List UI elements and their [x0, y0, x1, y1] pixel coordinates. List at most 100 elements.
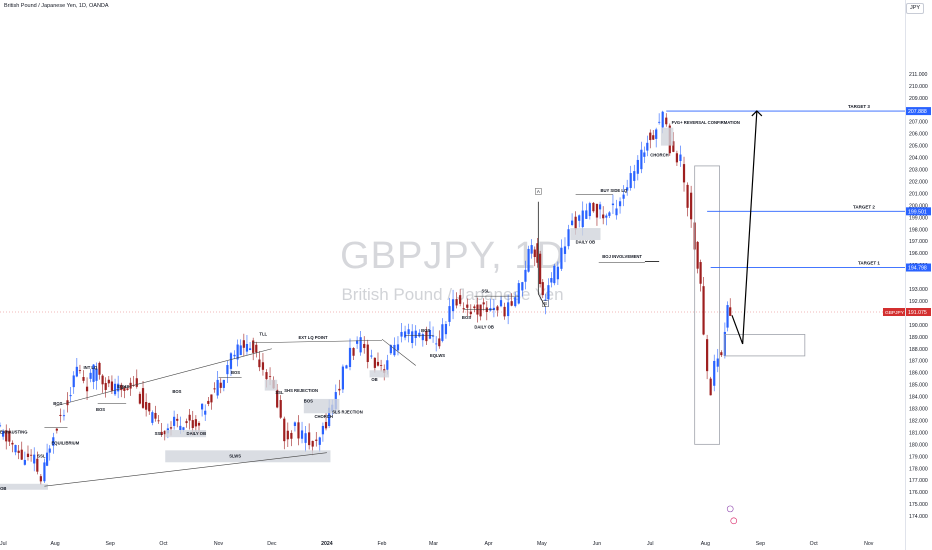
- currency-label[interactable]: JPY: [906, 3, 924, 14]
- candle-body: [530, 245, 533, 254]
- candle-body: [633, 171, 636, 181]
- candle-body: [169, 427, 173, 429]
- x-tick-label: Nov: [864, 541, 874, 547]
- candle-body: [5, 430, 8, 442]
- candle-body: [135, 378, 138, 387]
- candle-body: [226, 365, 229, 375]
- candle-body: [185, 421, 188, 424]
- candle-body: [229, 353, 233, 369]
- symbol-title[interactable]: British Pound / Japanese Yen, 1D, OANDA: [4, 3, 109, 9]
- candle-body: [485, 307, 488, 313]
- candle-body: [533, 249, 536, 258]
- x-tick-label: Feb: [378, 541, 387, 547]
- candle-body: [182, 427, 185, 430]
- candle-body: [431, 335, 435, 337]
- candle-body: [95, 368, 98, 381]
- candle-body: [503, 306, 506, 317]
- candle-body: [473, 306, 476, 309]
- candle-body: [706, 339, 709, 372]
- candle-body: [308, 432, 311, 446]
- candle-body: [160, 431, 163, 435]
- candle-body: [239, 345, 242, 356]
- x-tick-label: Jul: [647, 541, 654, 547]
- candle-body: [629, 173, 632, 188]
- candle-body: [699, 262, 702, 284]
- candle-body: [72, 375, 75, 388]
- candle-body: [482, 302, 485, 305]
- structure-label: BOS: [96, 407, 105, 412]
- projection-path: [731, 110, 758, 345]
- x-tick-label: Dec: [267, 541, 277, 547]
- candle-body: [570, 220, 574, 226]
- candle-body: [85, 386, 89, 392]
- candle-body: [78, 370, 82, 371]
- candle-body: [207, 400, 210, 404]
- candle-body: [649, 132, 652, 141]
- structure-label: BOS: [304, 399, 313, 404]
- candle-body: [466, 304, 469, 308]
- candle-body: [82, 377, 85, 381]
- candle-body: [608, 212, 611, 216]
- structure-label: DAILY OB: [474, 324, 494, 329]
- candle-body: [261, 362, 265, 370]
- candle-body: [602, 214, 605, 219]
- candle-body: [696, 241, 699, 269]
- candle-body: [219, 382, 222, 388]
- structure-label: SHS REJECTION: [284, 388, 318, 393]
- candle-body: [276, 389, 279, 408]
- candle-body: [179, 425, 182, 431]
- point-marker-label: A: [537, 189, 540, 194]
- candle-body: [682, 164, 686, 183]
- candle-body: [52, 437, 55, 446]
- candle-body: [720, 352, 723, 356]
- candle-body: [563, 246, 567, 254]
- order-block-zone: [165, 450, 331, 463]
- candle-body: [92, 364, 95, 382]
- candle-body: [328, 407, 331, 426]
- candle-body: [311, 440, 314, 447]
- candle-body: [527, 248, 530, 272]
- ab-arrow: [537, 201, 546, 308]
- projection-arrowhead: [751, 110, 763, 117]
- candle-body: [510, 301, 513, 306]
- candle-body: [20, 449, 23, 460]
- x-tick-label: Sep: [106, 541, 115, 547]
- candle-body: [709, 378, 712, 396]
- candle-body: [585, 210, 588, 219]
- candle-body: [283, 418, 286, 442]
- candle-body: [163, 431, 166, 435]
- candle-body: [658, 121, 661, 123]
- candle-body: [675, 153, 679, 163]
- candle-body: [286, 430, 289, 440]
- candle-body: [578, 215, 581, 221]
- trend-line: [44, 452, 327, 487]
- x-tick-label: Nov: [214, 541, 224, 547]
- candle-body: [290, 432, 293, 439]
- x-tick-label: May: [537, 541, 547, 547]
- structure-label: EXT LQ POINT: [298, 335, 328, 340]
- candle-body: [588, 203, 591, 217]
- candle-body: [403, 331, 407, 338]
- candle-body: [210, 394, 213, 403]
- candle-body: [29, 454, 33, 456]
- candle-body: [553, 265, 556, 284]
- candle-body: [376, 361, 380, 366]
- candle-body: [396, 344, 400, 351]
- target-label: TARGET 2: [853, 204, 875, 209]
- order-block-zone: [570, 228, 601, 241]
- candle-body: [514, 297, 517, 307]
- candle-body: [640, 149, 643, 170]
- price-axis[interactable]: [905, 0, 932, 550]
- drop-range-box: [694, 165, 720, 445]
- candle-body: [729, 307, 732, 316]
- candle-body: [702, 286, 705, 335]
- event-marker-icon: [726, 505, 734, 513]
- candle-body: [126, 388, 129, 390]
- candle-body: [536, 243, 539, 263]
- x-tick-label: Apr: [485, 541, 493, 547]
- candle-body: [400, 331, 403, 337]
- candle-body: [636, 159, 639, 174]
- candle-body: [0, 425, 2, 427]
